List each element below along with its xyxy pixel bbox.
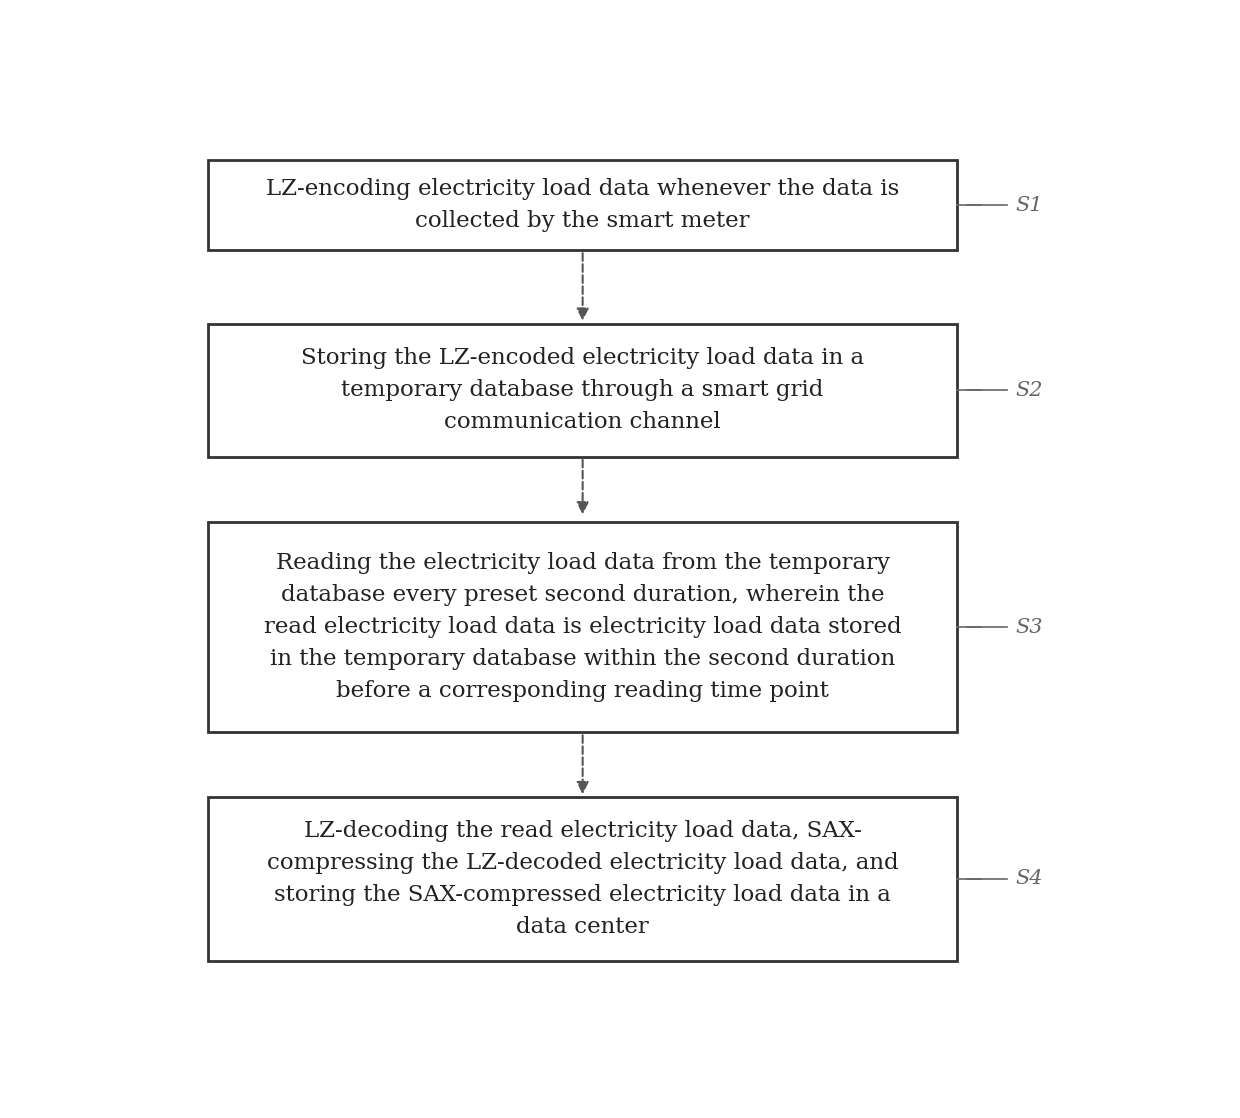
Bar [208,160,957,250]
Text: Storing the LZ-encoded electricity load data in a
temporary database through a s: Storing the LZ-encoded electricity load … [301,347,864,434]
Text: S4: S4 [1016,870,1043,889]
Text: S1: S1 [1016,196,1043,215]
Bar [208,521,957,732]
Bar [208,797,957,960]
Bar [208,323,957,457]
Text: LZ-decoding the read electricity load data, SAX-
compressing the LZ-decoded elec: LZ-decoding the read electricity load da… [267,819,899,938]
Text: Reading the electricity load data from the temporary
database every preset secon: Reading the electricity load data from t… [264,551,901,702]
Text: LZ-encoding electricity load data whenever the data is
collected by the smart me: LZ-encoding electricity load data whenev… [267,178,899,233]
Text: S2: S2 [1016,381,1043,400]
Text: S3: S3 [1016,617,1043,636]
